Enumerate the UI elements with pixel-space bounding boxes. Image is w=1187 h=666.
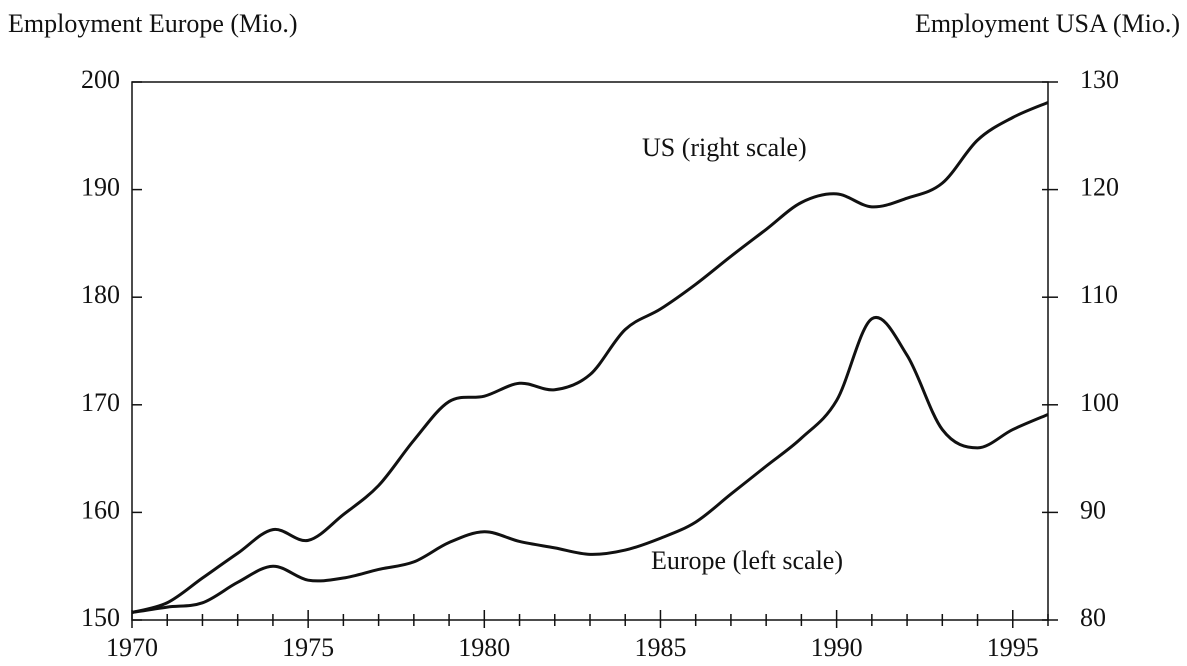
x-tick-label: 1995 [987,633,1039,662]
y2-tick-label: 120 [1080,173,1119,202]
y2-tick-label: 130 [1080,65,1119,94]
line-series [131,101,1049,614]
y2-axis-title: Employment USA (Mio.) [915,9,1180,38]
series-label: Europe (left scale) [651,546,843,575]
y-tick-label: 160 [81,495,120,524]
y2-tick-label: 80 [1080,603,1106,632]
y-tick-label: 200 [81,65,120,94]
y2-tick-label: 100 [1080,388,1119,417]
y-tick-label: 150 [81,603,120,632]
x-tick-label: 1975 [282,633,334,662]
x-tick-label: 1990 [811,633,863,662]
x-tick-label: 1970 [106,633,158,662]
y-tick-label: 170 [81,388,120,417]
x-tick-label: 1980 [458,633,510,662]
y2-tick-label: 90 [1080,495,1106,524]
series-label: US (right scale) [642,133,807,162]
y2-tick-label: 110 [1080,280,1118,309]
plot-frame [131,81,1049,621]
line-series [131,315,1049,614]
x-tick-label: 1985 [634,633,686,662]
y-tick-label: 180 [81,280,120,309]
y-axis-title: Employment Europe (Mio.) [8,9,298,38]
y-tick-label: 190 [81,173,120,202]
